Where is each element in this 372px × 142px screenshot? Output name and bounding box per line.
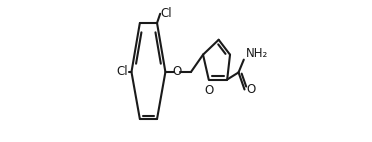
Text: O: O: [246, 83, 255, 96]
Text: Cl: Cl: [161, 7, 172, 20]
Text: O: O: [204, 84, 214, 97]
Text: Cl: Cl: [116, 65, 128, 79]
Text: O: O: [172, 65, 182, 79]
Text: NH₂: NH₂: [246, 47, 269, 60]
